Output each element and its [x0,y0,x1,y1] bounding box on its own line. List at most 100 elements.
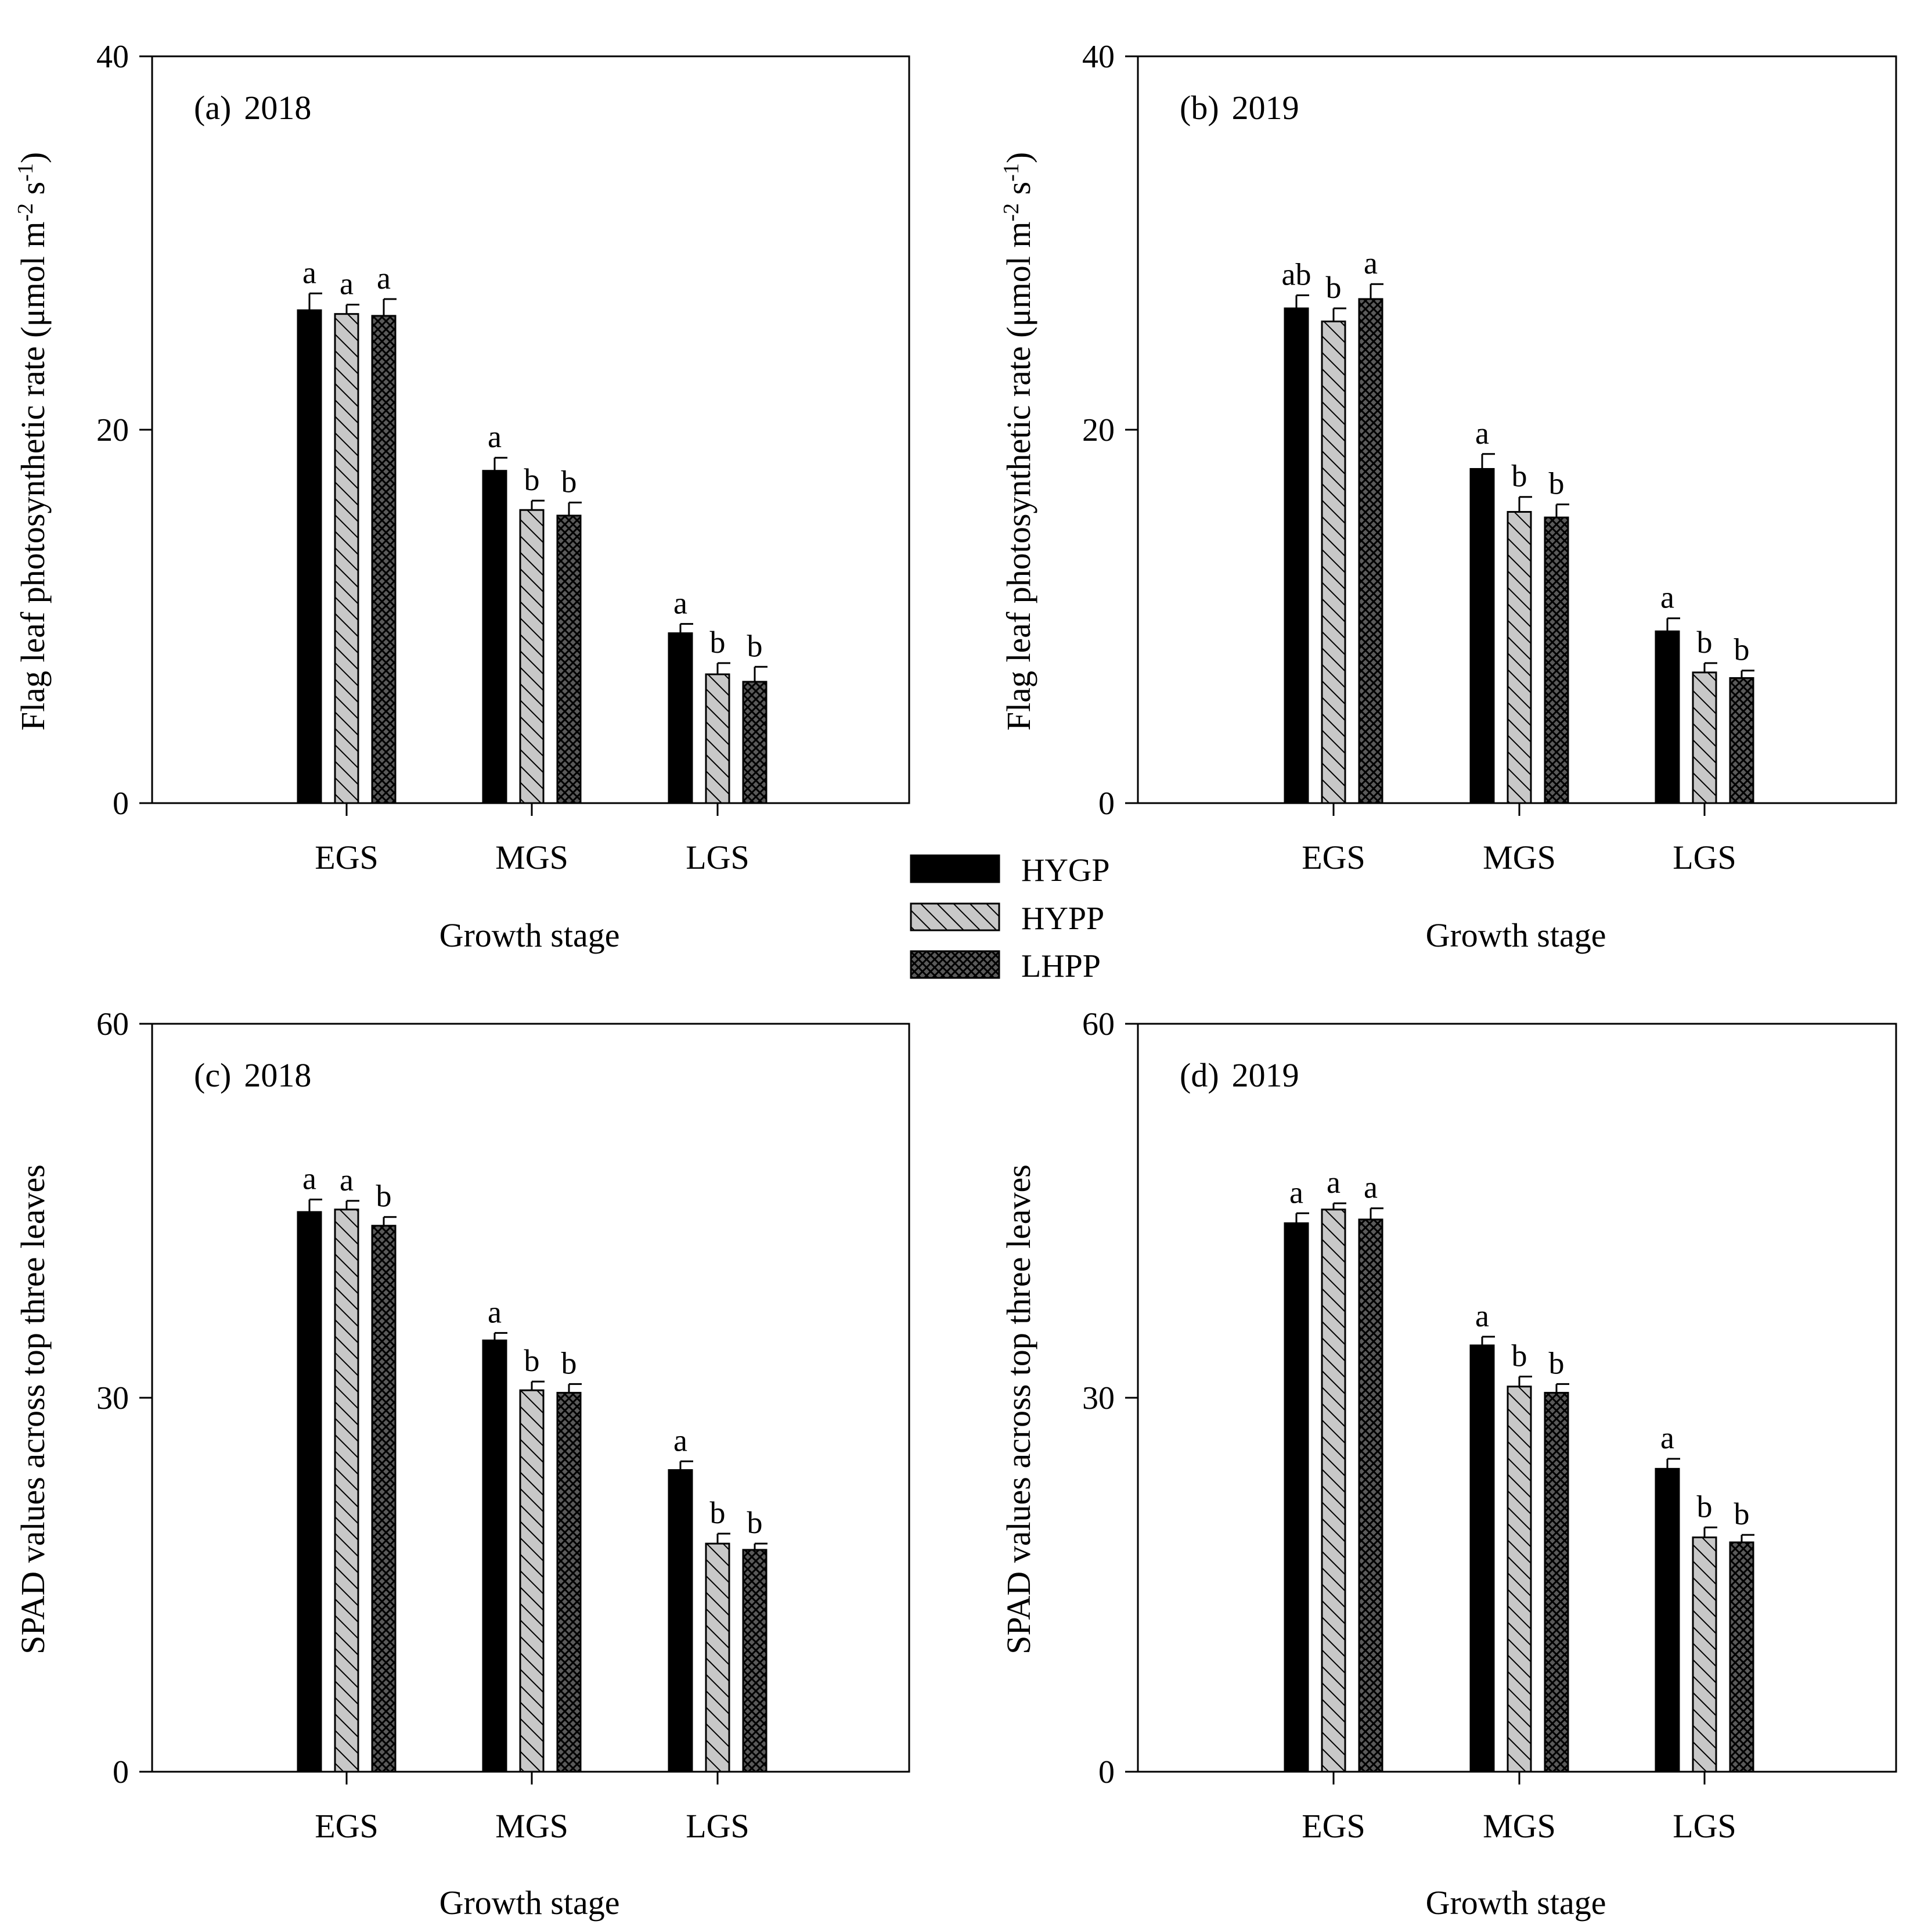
bar-lhpp [556,515,582,804]
y-tick-label: 60 [96,1006,129,1042]
significance-letter: b [1734,632,1750,667]
y-axis-title: SPAD values across top three leaves [14,1164,52,1654]
category-label: EGS [315,1807,379,1845]
significance-letter: a [488,419,502,454]
significance-letter: b [1512,459,1527,494]
category-label: EGS [1302,1807,1365,1845]
bar-hypp [1692,1536,1717,1773]
bar-hypp [1507,510,1532,804]
bar-lhpp [371,315,397,804]
significance-letter: b [524,462,540,497]
significance-letter: a [302,1161,316,1196]
significance-letter: b [1512,1339,1527,1373]
significance-letter: a [1660,580,1674,615]
y-tick-label: 30 [96,1380,129,1416]
significance-letter: a [1364,246,1378,280]
significance-letter: a [340,267,354,301]
bar-hygp [668,1469,693,1773]
y-tick-label: 40 [96,39,129,75]
bar-lhpp [1358,298,1383,804]
bar-hygp [482,470,507,804]
legend: HYGP HYPP LHPP [910,852,1109,984]
bar-lhpp [371,1225,397,1773]
bar-lhpp [556,1391,582,1773]
significance-letter: b [710,625,726,660]
significance-letter: b [1697,625,1713,660]
bar-hypp [1507,1386,1532,1773]
significance-letter: a [1364,1170,1378,1205]
bar-hypp [1321,321,1346,804]
category-label: MGS [1483,1807,1556,1845]
bar-lhpp [742,1549,767,1773]
significance-letter: b [524,1343,540,1378]
y-axis-title: Flag leaf photosynthetic rate (μmol m-2 … [13,152,52,731]
bar-hygp [1655,1467,1680,1773]
significance-letter: a [673,1423,687,1458]
bar-lhpp [1729,677,1754,804]
significance-letter: b [561,1345,577,1380]
y-tick-label: 0 [113,1754,129,1790]
significance-letter: b [1326,270,1342,305]
x-axis-title: Growth stage [1426,1884,1606,1922]
y-tick-label: 20 [1082,412,1115,448]
bar-hypp [1692,671,1717,804]
significance-letter: ab [1282,257,1311,292]
y-tick-label: 60 [1082,1006,1115,1042]
legend-label-hygp: HYGP [1021,852,1109,888]
y-axis-title: SPAD values across top three leaves [1000,1164,1037,1654]
bar-lhpp [1729,1541,1754,1773]
x-axis-title: Growth stage [1426,916,1606,954]
bar-hypp [1321,1208,1346,1773]
x-axis-title: Growth stage [439,1884,620,1922]
chart-panel-c: 0 30 60 EGS MGS LGS Growth stage SPAD values ac… [14,1006,910,1922]
category-label: LGS [686,1807,749,1845]
significance-letter: a [1289,1175,1303,1210]
bar-hygp [297,309,322,804]
significance-letter: a [340,1163,354,1197]
legend-swatch-hypp [910,902,1000,931]
significance-letter: b [710,1495,726,1530]
bar-lhpp [1544,1391,1569,1773]
bar-hygp [1284,307,1309,804]
bar-hygp [482,1339,507,1773]
bar-lhpp [742,681,767,804]
panel-tag: (c) 2018 [194,1056,311,1094]
y-tick-label: 40 [1082,39,1115,75]
significance-letter: b [376,1179,392,1214]
chart-panel-a: 0 20 40 EGS MGS LGS Growth stage Flag leaf phot… [13,39,910,954]
y-tick-label: 30 [1082,1380,1115,1416]
significance-letter: a [1475,1298,1489,1333]
bar-hypp [705,673,730,804]
chart-panel-d: 0 30 60 EGS MGS LGS Growth stage SPAD values ac… [1000,1006,1897,1922]
y-tick-label: 0 [1098,1754,1115,1790]
y-tick-label: 20 [96,412,129,448]
significance-letter: a [488,1294,502,1329]
bar-hygp [1469,468,1495,804]
category-label: EGS [1302,839,1365,876]
category-label: MGS [495,839,568,876]
bar-hygp [1284,1222,1309,1773]
significance-letter: a [1327,1165,1341,1200]
y-tick-label: 0 [1098,786,1115,822]
bar-hygp [1655,630,1680,804]
significance-letter: a [1660,1420,1674,1455]
bar-hypp [334,313,359,804]
category-label: MGS [495,1807,568,1845]
legend-label-hypp: HYPP [1021,901,1104,937]
legend-swatch-hygp [910,854,1000,883]
category-label: LGS [1673,839,1736,876]
panel-tag: (b) 2019 [1180,89,1299,127]
significance-letter: a [1475,416,1489,451]
category-label: EGS [315,839,379,876]
x-axis-title: Growth stage [439,916,620,954]
significance-letter: b [1549,466,1565,501]
significance-letter: b [1697,1489,1713,1524]
significance-letter: b [747,1505,763,1540]
bar-hypp [519,509,545,804]
significance-letter: b [1734,1496,1750,1531]
bar-hypp [705,1542,730,1773]
y-tick-label: 0 [113,786,129,822]
panel-tag: (d) 2019 [1180,1056,1299,1094]
bar-hypp [334,1208,359,1773]
